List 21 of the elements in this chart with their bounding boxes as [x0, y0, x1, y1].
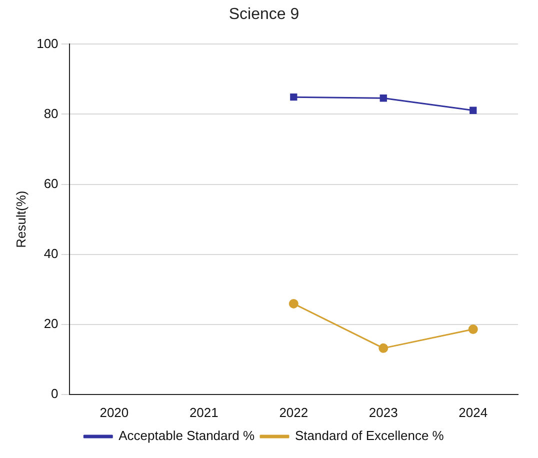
point — [290, 94, 298, 101]
legend-label: Acceptable Standard % — [118, 428, 255, 444]
legend-label: Standard of Excellence % — [295, 428, 444, 444]
x-tick-label: 2022 — [279, 404, 308, 420]
x-tick-label: 2021 — [189, 404, 218, 420]
y-tick-label: 60 — [44, 176, 58, 191]
y-axis-title: Result(%) — [13, 190, 28, 248]
y-tick-label: 0 — [51, 386, 58, 401]
point — [468, 324, 478, 334]
point — [378, 343, 388, 353]
y-tick-label: 40 — [44, 246, 58, 261]
chart-title: Science 9 — [228, 6, 300, 24]
x-tick-label: 2020 — [100, 404, 129, 420]
point — [288, 298, 298, 308]
y-tick-label: 80 — [44, 106, 58, 121]
point — [470, 106, 477, 114]
x-tick-label: 2023 — [368, 404, 398, 420]
point — [380, 94, 387, 102]
x-tick-label: 2024 — [458, 404, 488, 420]
y-tick-label: 100 — [36, 36, 58, 51]
y-tick-label: 20 — [44, 316, 58, 331]
